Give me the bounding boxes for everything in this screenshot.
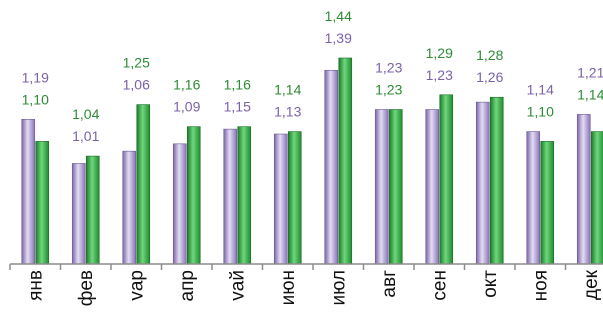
bar-series1-сен (425, 109, 440, 265)
data-label-series2-сен: 1,29 (426, 45, 453, 61)
x-tick-label-июл: июл (328, 270, 349, 306)
x-axis-tick-labels: янв фев vар апр vай июн июл авг сен окт ноя дек (25, 269, 602, 306)
bar-series2-фев (85, 155, 100, 265)
data-label-series2-апр: 1,16 (173, 77, 200, 93)
data-label-series2-июн: 1,14 (274, 82, 301, 98)
x-tick-label-дек: дек (581, 269, 602, 300)
data-label-series2-янв: 1,10 (22, 91, 49, 107)
data-label-series1-окт: 1,26 (476, 69, 503, 85)
x-tick-label-фев: фев (76, 270, 97, 306)
data-label-series1-апр: 1,09 (173, 99, 200, 115)
data-label-series2-фев: 1,04 (72, 106, 99, 122)
bar-series1-июн (273, 133, 288, 265)
bar-series2-авг (388, 109, 403, 265)
bar-series1-июл (324, 69, 339, 265)
data-label-series1-авг: 1,23 (375, 60, 402, 76)
data-label-series2-авг: 1,23 (375, 82, 402, 98)
bar-series1-янв (21, 119, 36, 265)
x-tick-label-янв: янв (25, 270, 46, 301)
x-tick-label-окт: окт (480, 270, 501, 298)
bars-layer (21, 57, 603, 265)
x-tick-label-май: vай (227, 270, 248, 301)
bar-series1-дек (576, 114, 591, 265)
bar-series2-июл (338, 57, 353, 265)
data-label-series1-май: 1,15 (224, 99, 251, 115)
data-label-series2-май: 1,16 (224, 77, 251, 93)
bar-series1-апр (172, 143, 187, 265)
bar-series1-мар (122, 150, 137, 265)
data-label-series1-ноя: 1,14 (527, 82, 554, 98)
data-label-series1-фев: 1,01 (72, 128, 99, 144)
bar-series1-май (223, 128, 238, 265)
x-axis-ticks (9, 264, 567, 270)
data-label-series2-мар: 1,25 (123, 55, 150, 71)
x-tick-label-сен: сен (429, 270, 450, 301)
x-tick-label-июн: июн (278, 270, 299, 305)
bar-series1-авг (374, 109, 389, 265)
bar-series2-июн (287, 131, 302, 265)
bar-series1-окт (475, 101, 490, 265)
bar-series2-апр (186, 126, 201, 265)
x-tick-label-авг: авг (379, 270, 400, 298)
data-label-series2-ноя: 1,10 (527, 104, 554, 120)
data-label-series2-июл: 1,44 (325, 8, 352, 24)
data-label-series2-окт: 1,28 (476, 47, 503, 63)
bar-series2-май (237, 126, 252, 265)
x-tick-label-мар: vар (126, 270, 147, 301)
data-labels-layer: 1,19 1,10 1,04 1,01 1,25 1,06 1,16 1,09 1,16 1,15… (22, 8, 603, 144)
bar-series2-ноя (540, 141, 555, 265)
x-tick-label-ноя: ноя (530, 270, 551, 301)
data-label-series1-июн: 1,13 (274, 104, 301, 120)
data-label-series1-июл: 1,39 (325, 30, 352, 46)
data-label-series1-сен: 1,23 (426, 67, 453, 83)
bar-series2-янв (35, 141, 50, 265)
data-label-series1-янв: 1,19 (22, 69, 49, 85)
bar-series1-фев (71, 163, 86, 265)
data-label-series2-дек: 1,14 (577, 86, 603, 102)
data-label-series1-дек: 1,21 (577, 64, 603, 80)
bar-series1-ноя (526, 131, 541, 265)
bar-series2-мар (136, 104, 151, 265)
data-label-series1-мар: 1,06 (123, 77, 150, 93)
bar-series2-окт (489, 96, 504, 265)
x-tick-label-апр: апр (177, 270, 198, 301)
bar-series2-дек (590, 131, 603, 265)
bar-series2-сен (439, 94, 454, 265)
